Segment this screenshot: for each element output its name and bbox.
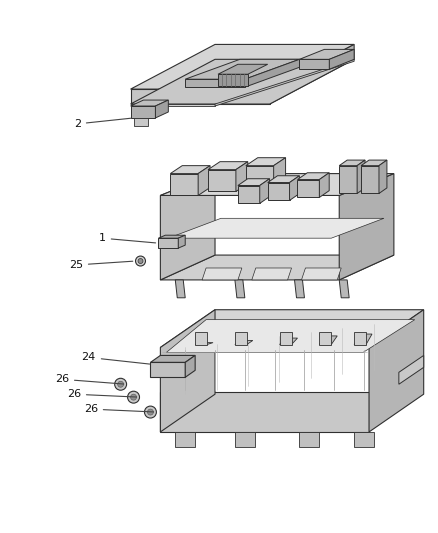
Polygon shape [160,310,215,432]
Polygon shape [319,173,329,197]
Polygon shape [160,310,424,348]
Circle shape [115,378,127,390]
Polygon shape [369,310,424,432]
Polygon shape [354,332,366,344]
Polygon shape [131,104,215,106]
Polygon shape [131,89,270,104]
Polygon shape [175,432,195,447]
Polygon shape [279,338,297,344]
Polygon shape [170,166,210,174]
Polygon shape [160,392,369,432]
Polygon shape [361,166,379,193]
Polygon shape [301,268,341,280]
Polygon shape [279,332,292,344]
Circle shape [138,259,143,263]
Polygon shape [134,118,148,126]
Polygon shape [185,356,195,377]
Polygon shape [339,280,349,298]
Polygon shape [399,356,424,384]
Polygon shape [185,79,245,87]
Polygon shape [131,59,354,104]
Polygon shape [268,182,290,200]
Polygon shape [166,320,415,352]
Text: 26: 26 [84,404,154,414]
Polygon shape [160,174,394,196]
Polygon shape [131,106,155,118]
Polygon shape [354,432,374,447]
Polygon shape [297,173,329,180]
Polygon shape [155,100,168,118]
Polygon shape [198,166,210,196]
Polygon shape [202,268,242,280]
Text: 24: 24 [81,352,150,364]
Polygon shape [357,160,365,193]
Circle shape [148,409,153,415]
Polygon shape [339,174,394,280]
Polygon shape [246,158,286,166]
Polygon shape [235,280,245,298]
Polygon shape [131,44,354,89]
Polygon shape [150,356,195,362]
Polygon shape [379,160,387,193]
Polygon shape [159,235,185,238]
Text: 2: 2 [74,118,131,129]
Polygon shape [235,332,247,344]
Polygon shape [297,180,319,197]
Polygon shape [218,64,268,74]
Polygon shape [168,219,384,238]
Polygon shape [236,161,248,191]
Polygon shape [339,166,357,193]
Polygon shape [208,169,236,191]
Polygon shape [175,280,185,298]
Polygon shape [218,74,248,86]
Polygon shape [159,238,178,248]
Polygon shape [246,166,274,188]
Polygon shape [260,179,269,204]
Polygon shape [195,343,213,344]
Polygon shape [270,44,354,104]
Polygon shape [319,332,331,344]
Polygon shape [235,432,255,447]
Polygon shape [274,158,286,188]
Polygon shape [339,160,365,166]
Polygon shape [245,59,300,87]
Polygon shape [215,59,354,106]
Polygon shape [300,59,329,69]
Polygon shape [238,185,260,204]
Circle shape [145,406,156,418]
Polygon shape [354,334,372,344]
Polygon shape [235,341,253,344]
Text: 26: 26 [55,374,124,384]
Text: 26: 26 [67,389,137,399]
Text: 1: 1 [99,233,155,243]
Circle shape [118,381,124,387]
Polygon shape [178,235,185,248]
Polygon shape [160,174,215,280]
Polygon shape [294,280,304,298]
Polygon shape [300,50,354,59]
Polygon shape [208,161,248,169]
Polygon shape [185,59,300,79]
Polygon shape [131,100,168,106]
Polygon shape [252,268,292,280]
Polygon shape [300,432,319,447]
Polygon shape [290,176,300,200]
Polygon shape [238,179,269,185]
Polygon shape [170,174,198,196]
Polygon shape [160,255,394,280]
Circle shape [131,394,137,400]
Polygon shape [361,160,387,166]
Polygon shape [268,176,300,182]
Polygon shape [319,336,337,344]
Circle shape [127,391,140,403]
Polygon shape [195,332,207,344]
Polygon shape [329,50,354,69]
Text: 25: 25 [69,260,133,270]
Polygon shape [150,362,185,377]
Circle shape [135,256,145,266]
